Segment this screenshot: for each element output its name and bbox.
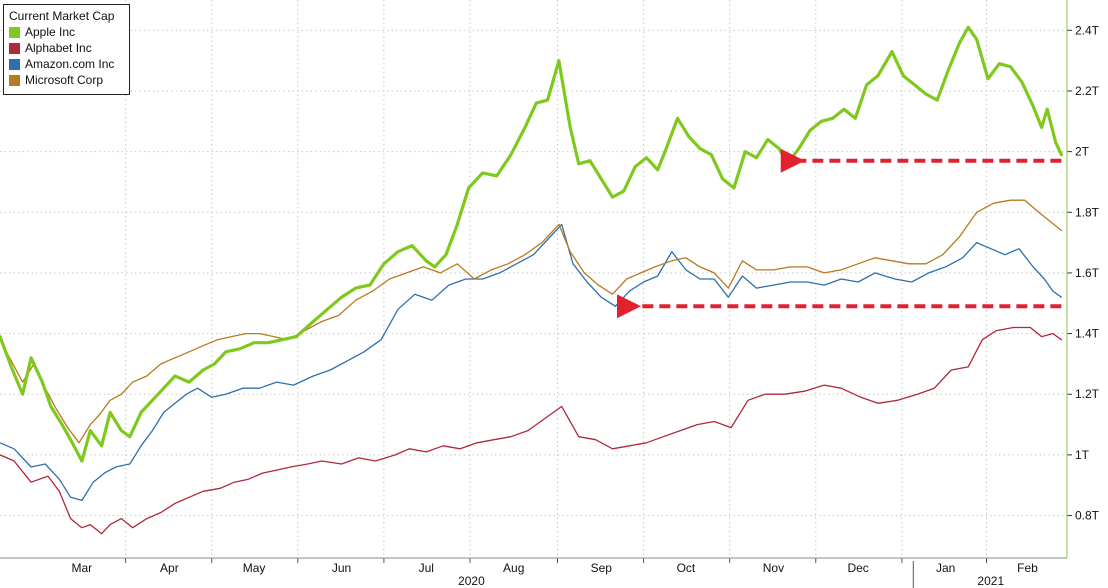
legend-label: Apple Inc [25,25,76,39]
legend-label: Microsoft Corp [25,73,104,87]
legend-swatch [9,58,20,70]
x-tick-label: May [243,561,266,575]
x-tick-label: Mar [72,561,93,575]
legend-entry-amazon: Amazon.com Inc [9,56,124,72]
x-tick-label: Dec [847,561,868,575]
x-tick-label: Apr [160,561,179,575]
legend-swatch [9,42,20,54]
y-tick-label: 1.6T [1075,266,1100,280]
series-line-alphabet-inc [0,326,1063,535]
legend-swatch [9,26,20,38]
x-tick-label: Jan [936,561,955,575]
x-tick-label: Aug [503,561,524,575]
legend-entry-microsoft: Microsoft Corp [9,72,124,88]
y-tick-label: 1T [1075,448,1090,462]
x-tick-label: Nov [763,561,784,575]
y-tick-label: 1.4T [1075,327,1100,341]
legend-title: Current Market Cap [9,9,115,23]
series-line-microsoft-corp [0,199,1063,444]
x-tick-label: Jul [419,561,434,575]
legend: Current Market Cap Apple Inc Alphabet In… [3,4,130,95]
y-tick-label: 1.2T [1075,387,1100,401]
year-label: 2021 [977,574,1004,588]
series-line-apple-inc [0,25,1063,463]
legend-swatch [9,74,20,86]
year-label: 2020 [458,574,485,588]
x-axis: Mar Apr May Jun Jul Aug Sep Oct Nov Dec Jan Feb 2020… [0,557,1067,588]
y-tick-label: 0.8T [1075,509,1100,523]
series-lines [0,25,1063,535]
x-tick-label: Feb [1017,561,1038,575]
x-tick-label: Oct [677,561,696,575]
annotations [617,148,1062,319]
x-tick-label: Sep [591,561,613,575]
legend-entry-apple: Apple Inc [9,24,124,40]
series-line-amazon-com-inc [0,223,1063,502]
y-tick-label: 2.4T [1075,23,1100,37]
legend-entry-alphabet: Alphabet Inc [9,40,124,56]
legend-label: Alphabet Inc [25,41,92,55]
y-tick-label: 2T [1075,145,1090,159]
grid [0,0,1067,558]
y-axis: 0.8T 1T 1.2T 1.4T 1.6T 1.8T 2T 2.2T 2.4T [1066,0,1100,558]
y-tick-label: 2.2T [1075,84,1100,98]
legend-label: Amazon.com Inc [25,57,115,71]
x-tick-label: Jun [332,561,351,575]
y-tick-label: 1.8T [1075,205,1100,219]
